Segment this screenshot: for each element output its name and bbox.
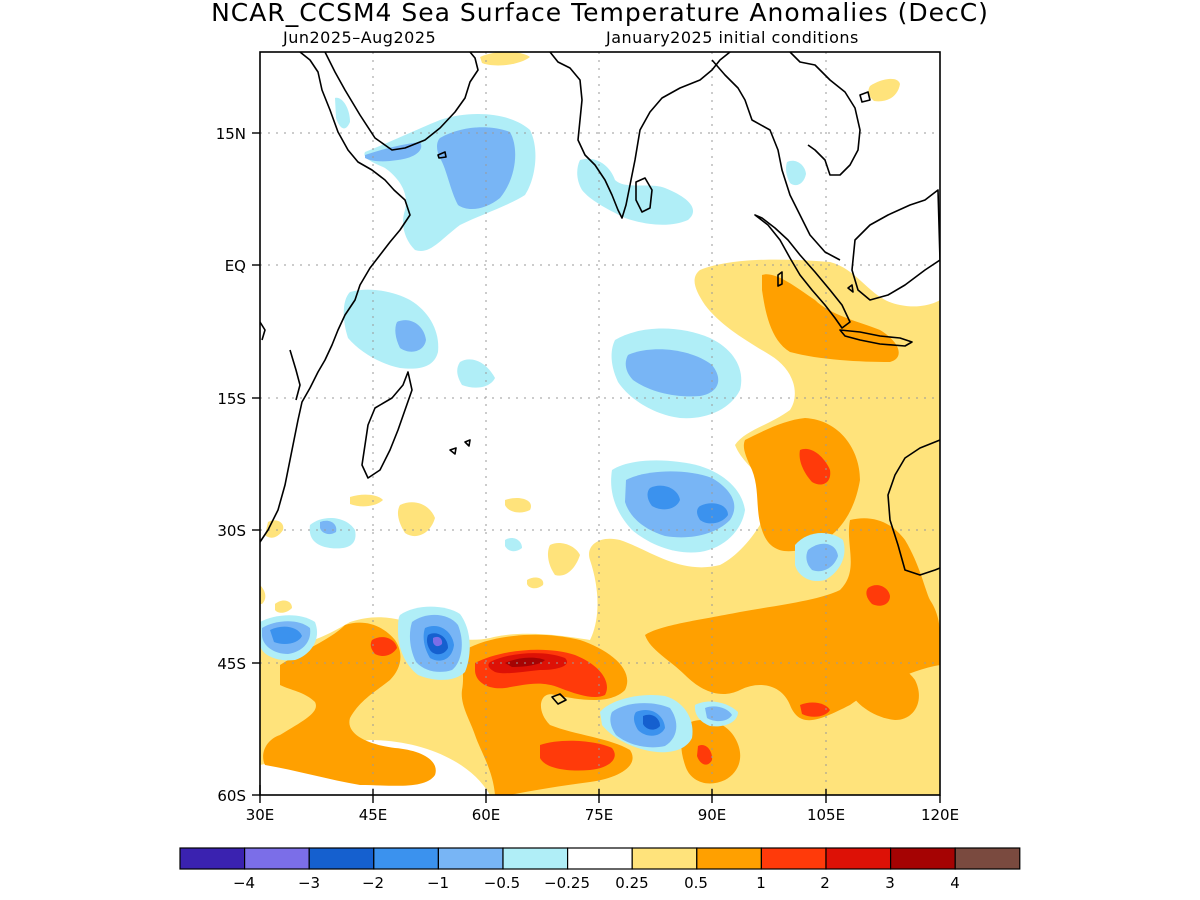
colorbar-swatch: [760, 847, 827, 870]
colorbar-label: 4: [950, 874, 960, 892]
colorbar-label: 1: [756, 874, 766, 892]
lat-label-15s: 15S: [217, 390, 246, 408]
colorbar-label: −0.5: [484, 874, 520, 892]
colorbar-swatch: [566, 847, 633, 870]
colorbar-swatch: [889, 847, 956, 870]
map-frame: [259, 51, 941, 796]
lon-label-30e: 30E: [246, 806, 275, 824]
colorbar-label: −3: [298, 874, 320, 892]
initial-conditions: January2025 initial conditions: [606, 28, 859, 47]
lat-label-eq: EQ: [225, 257, 246, 275]
colorbar-swatch: [437, 847, 504, 870]
lon-label-120e: 120E: [921, 806, 959, 824]
coastlines: [260, 52, 940, 705]
anomaly-field: [260, 52, 940, 795]
colorbar-label: 0.25: [615, 874, 648, 892]
colorbar-swatches: [179, 847, 1021, 870]
colorbar-swatch: [696, 847, 762, 870]
lat-label-15n: 15N: [216, 125, 246, 143]
colorbar-labels: −4 −3 −2 −1 −0.5 −0.25 0.25 0.5 1 2 3 4: [233, 874, 960, 892]
lon-label-45e: 45E: [359, 806, 388, 824]
lon-label-60e: 60E: [472, 806, 501, 824]
lon-label-75e: 75E: [585, 806, 614, 824]
lon-label-90e: 90E: [698, 806, 727, 824]
forecast-period: Jun2025–Aug2025: [283, 28, 437, 47]
colorbar-swatch: [502, 847, 569, 870]
colorbar-label: −4: [233, 874, 255, 892]
colorbar-swatch: [308, 847, 375, 870]
colorbar-swatch: [825, 847, 892, 870]
colorbar-label: 2: [820, 874, 830, 892]
colorbar-label: 0.5: [684, 874, 708, 892]
colorbar-label: −0.25: [544, 874, 590, 892]
colorbar-label: −1: [427, 874, 449, 892]
map-gridlines: [260, 52, 940, 795]
colorbar-label: −2: [362, 874, 384, 892]
lon-label-105e: 105E: [807, 806, 845, 824]
colorbar-swatch: [373, 847, 439, 870]
colorbar-swatch: [179, 847, 246, 870]
chart-title: NCAR_CCSM4 Sea Surface Temperature Anoma…: [211, 0, 989, 27]
colorbar-swatch: [244, 847, 310, 870]
lat-label-60s: 60S: [217, 787, 246, 805]
colorbar: −4 −3 −2 −1 −0.5 −0.25 0.25 0.5 1 2 3 4: [179, 847, 1021, 892]
lat-label-45s: 45S: [217, 655, 246, 673]
lat-label-30s: 30S: [217, 522, 246, 540]
colorbar-label: 3: [885, 874, 895, 892]
colorbar-swatch: [954, 847, 1021, 870]
axis-ticks: [252, 132, 941, 803]
colorbar-swatch: [631, 847, 698, 870]
